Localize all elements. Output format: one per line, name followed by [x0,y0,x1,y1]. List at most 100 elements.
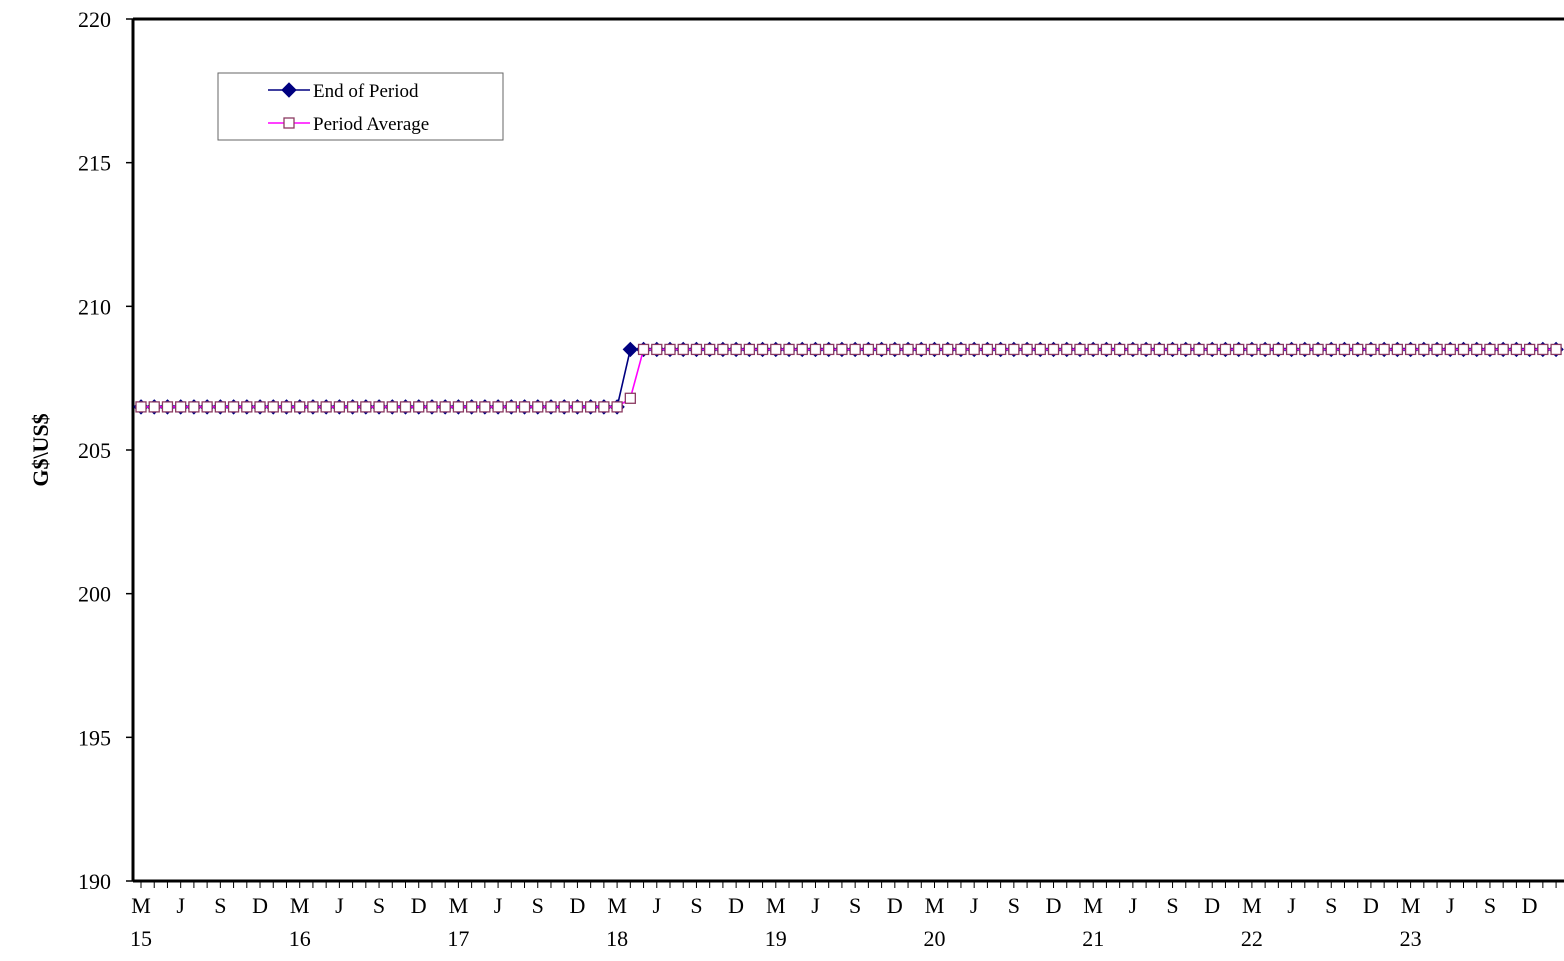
data-point [690,343,703,356]
data-point [1457,343,1470,356]
data-point [1259,343,1271,356]
data-point [942,343,954,356]
data-point [862,343,875,356]
data-point [928,343,941,356]
x-year-label: 21 [1082,926,1104,951]
data-point [1233,343,1245,356]
data-point [796,343,808,356]
x-month-label: J [1446,893,1455,918]
x-month-label: S [1008,893,1020,918]
data-point [994,343,1007,356]
data-point [1484,343,1496,356]
data-point [452,401,465,413]
data-point [1127,343,1139,356]
data-point [770,343,782,356]
data-point [558,401,570,413]
data-point [1378,343,1390,356]
data-point [571,401,584,413]
data-point [1510,343,1523,356]
data-point [1497,343,1509,356]
data-point [1246,343,1258,356]
x-month-label: J [335,893,344,918]
x-year-label: 23 [1400,926,1422,951]
data-point [730,343,742,356]
data-point [1272,343,1284,356]
data-point [1391,343,1404,356]
data-point [214,401,227,413]
data-point [492,401,504,413]
x-month-label: M [1083,893,1103,918]
data-point [386,401,398,413]
data-point [981,343,994,356]
data-point [426,401,438,413]
data-point [651,343,663,356]
data-point [1431,343,1443,356]
data-point [1285,343,1298,356]
data-point [1404,343,1417,356]
data-point [1140,343,1152,356]
legend-box [217,72,504,141]
x-month-label: S [690,893,702,918]
data-point [227,401,240,413]
y-tick-label: 215 [78,151,111,176]
data-point [280,401,293,413]
data-point [1153,343,1165,356]
x-month-label: J [1287,893,1296,918]
data-point [1325,343,1337,356]
x-year-label: 19 [765,926,787,951]
series-line [141,348,1557,408]
data-point [1523,343,1536,356]
data-point [465,401,478,413]
legend-marker [283,117,295,129]
data-point [373,401,385,413]
data-point [717,343,729,356]
legend-marker [281,82,297,98]
data-point [1180,343,1192,356]
data-point [1338,343,1351,356]
x-month-label: M [766,893,786,918]
data-point [188,401,200,413]
data-point [955,343,967,356]
series-line [141,348,1557,408]
x-month-label: M [290,893,310,918]
data-point [968,343,980,356]
data-point [1299,343,1311,356]
data-point [1550,343,1562,356]
data-point [1537,343,1549,356]
data-point [743,343,755,356]
data-point [479,401,491,413]
data-point [598,401,610,413]
x-month-label: M [607,893,627,918]
data-point [622,341,639,358]
data-point [320,401,332,413]
data-point [545,401,557,413]
x-year-label: 16 [289,926,311,951]
x-month-label: J [652,893,661,918]
y-axis: 190 195 200 205 210 215 220 [78,7,133,894]
data-point [677,343,689,356]
data-point [161,401,174,413]
data-point [1418,343,1430,356]
x-month-label: D [728,893,744,918]
y-tick-label: 195 [78,725,111,750]
x-month-label: S [1166,893,1178,918]
x-month-label: J [494,893,503,918]
x-year-label: 18 [606,926,628,951]
data-point [756,343,769,356]
data-point [399,401,412,413]
data-point [637,343,650,356]
legend-label: Period Average [313,114,429,135]
x-month-label: J [1129,893,1138,918]
data-point [1471,343,1483,356]
series-layer [133,341,1564,415]
x-month-label: D [1204,893,1220,918]
x-month-label: M [1242,893,1262,918]
data-point [532,401,544,413]
x-year-label: 22 [1241,926,1263,951]
x-year-label: 15 [130,926,152,951]
data-point [1008,343,1020,356]
data-point [505,401,517,413]
data-point [704,343,716,356]
x-month-label: D [411,893,427,918]
